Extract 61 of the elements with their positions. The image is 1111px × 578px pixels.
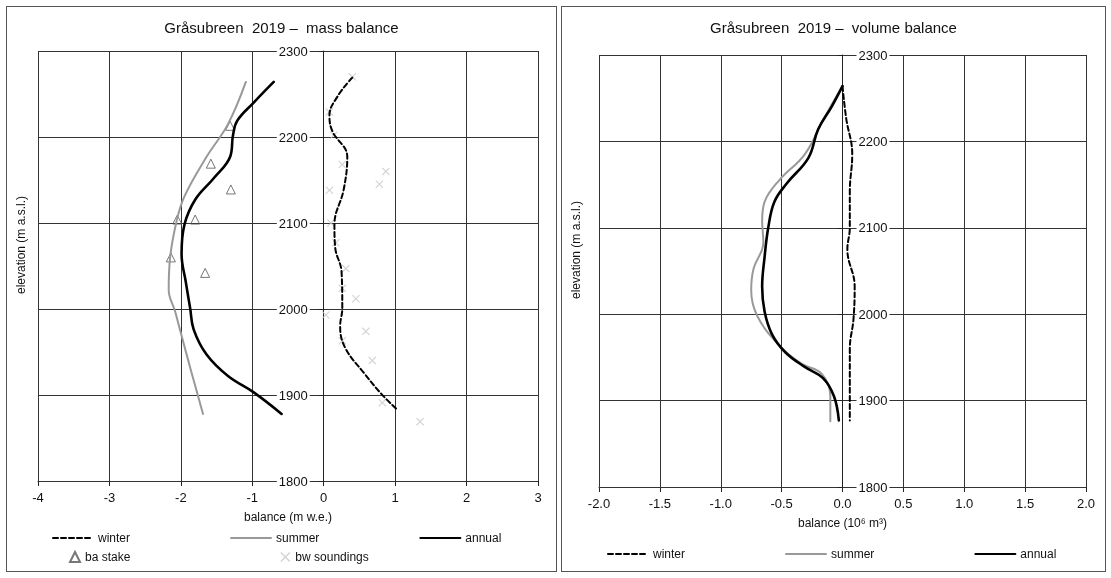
y-tick-label: 2100 xyxy=(858,220,888,236)
y-tick-label: 2300 xyxy=(278,43,308,59)
y-tick-label: 1800 xyxy=(858,479,888,495)
x-tick-label: 2.0 xyxy=(1076,496,1096,511)
legend-label: bw soundings xyxy=(295,550,369,564)
y-tick-label: 2300 xyxy=(858,47,888,63)
y-tick-label: 1900 xyxy=(278,387,308,403)
point xyxy=(165,252,176,263)
y-tick-label: 1800 xyxy=(278,473,308,489)
chart-title: Gråsubreen 2019 – volume balance xyxy=(710,19,957,36)
legend-label: annual xyxy=(465,531,502,545)
x-tick-label: 1 xyxy=(391,490,399,505)
x-tick-label: -1.5 xyxy=(648,496,672,511)
point xyxy=(325,186,334,195)
x-axis-title: balance (m w.e.) xyxy=(243,510,333,524)
point xyxy=(351,294,360,303)
x-tick-label: 0.0 xyxy=(833,496,852,511)
x-tick-label: 2 xyxy=(462,490,471,505)
chart-title: Gråsubreen 2019 – mass balance xyxy=(164,19,399,36)
x-tick-label: -1.0 xyxy=(709,496,732,511)
y-tick-label: 2100 xyxy=(278,215,308,231)
legend-label: summer xyxy=(831,547,875,561)
point xyxy=(172,214,183,225)
point xyxy=(200,267,211,278)
legend-label: annual xyxy=(1020,547,1057,561)
point xyxy=(225,184,236,195)
point xyxy=(375,180,384,189)
y-tick-label: 2200 xyxy=(278,129,308,145)
point xyxy=(378,398,387,407)
x-tick-label: 1.5 xyxy=(1016,496,1035,511)
x-tick-label: 0 xyxy=(320,490,328,505)
legend-label: winter xyxy=(97,531,131,545)
x-axis-title: balance (10⁶ m³) xyxy=(798,516,887,530)
legend-label: ba stake xyxy=(85,550,131,564)
point xyxy=(225,120,236,131)
y-tick-label: 2200 xyxy=(858,133,888,149)
point xyxy=(368,356,377,365)
x-tick-label: -0.5 xyxy=(770,496,793,511)
point xyxy=(381,167,390,176)
x-tick-label: -4 xyxy=(32,490,44,505)
legend-label: summer xyxy=(276,531,320,545)
point xyxy=(205,158,216,169)
x-tick-label: -2 xyxy=(175,490,187,505)
x-tick-label: 0.5 xyxy=(894,496,913,511)
y-tick-label: 2000 xyxy=(858,306,888,322)
x-tick-label: 3 xyxy=(534,490,542,505)
line-series xyxy=(167,80,247,415)
x-tick-label: -2.0 xyxy=(587,496,611,511)
y-axis-title: elevation (m a.s.l.) xyxy=(14,195,28,295)
y-tick-label: 2000 xyxy=(278,301,308,317)
legend-label: winter xyxy=(652,547,686,561)
point xyxy=(416,417,425,426)
point xyxy=(361,327,370,336)
point xyxy=(338,160,347,169)
x-tick-label: -3 xyxy=(103,490,116,505)
x-tick-label: -1 xyxy=(246,490,259,505)
point xyxy=(341,264,350,273)
point xyxy=(190,214,201,225)
y-tick-label: 1900 xyxy=(858,393,888,409)
x-tick-label: 1.0 xyxy=(955,496,974,511)
y-axis-title: elevation (m a.s.l.) xyxy=(569,200,583,300)
